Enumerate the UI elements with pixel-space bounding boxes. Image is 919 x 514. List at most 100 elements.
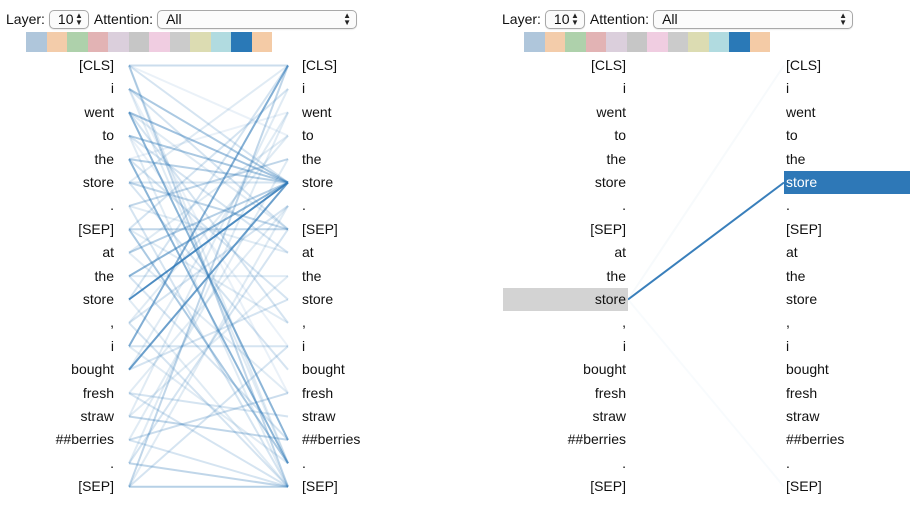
head-color-swatch[interactable] [46,32,67,52]
source-token[interactable]: i [110,80,114,97]
source-token[interactable]: the [94,150,114,167]
source-token[interactable]: i [622,337,626,354]
source-token[interactable]: i [622,80,626,97]
source-token[interactable]: the [606,267,626,284]
target-token[interactable]: store [302,174,334,190]
target-token[interactable]: [CLS] [302,57,338,73]
source-token[interactable]: bought [583,361,626,378]
source-token[interactable]: ##berries [55,431,114,448]
source-token[interactable]: store [503,288,628,311]
layer-select[interactable]: 10 ▲ ▼ [48,9,89,29]
target-token[interactable]: at [786,244,798,261]
target-token[interactable]: ##berries [302,431,361,448]
source-token[interactable]: [SEP] [590,220,626,237]
target-token[interactable]: . [786,197,790,214]
source-token[interactable]: [SEP] [78,478,114,495]
head-color-swatch[interactable] [524,32,545,52]
head-color-swatch[interactable] [190,32,211,52]
head-color-swatch[interactable] [688,32,709,52]
head-color-swatch[interactable] [210,32,231,52]
target-token[interactable]: bought [302,361,345,378]
source-token[interactable]: straw [80,408,114,424]
target-token[interactable]: . [302,197,306,214]
head-color-swatch[interactable] [708,32,729,52]
head-color-swatch[interactable] [647,32,668,52]
source-token[interactable]: store [82,291,114,307]
source-token[interactable]: , [110,314,114,331]
target-token[interactable]: i [786,337,790,354]
source-token[interactable]: i [110,337,114,354]
head-color-swatch[interactable] [251,32,272,52]
head-color-swatch[interactable] [626,32,647,52]
target-token[interactable]: . [786,454,790,471]
target-token[interactable]: to [302,127,314,144]
head-color-swatch[interactable] [26,32,47,52]
target-token[interactable]: . [302,454,306,471]
target-token[interactable]: ##berries [786,431,845,448]
target-token[interactable]: [CLS] [786,57,822,73]
source-token[interactable]: straw [592,408,626,424]
source-token[interactable]: . [622,197,626,214]
target-token[interactable]: at [302,244,314,261]
target-token[interactable]: [SEP] [786,478,822,495]
source-token[interactable]: the [94,267,114,284]
target-token[interactable]: the [786,267,806,284]
target-token[interactable]: [SEP] [302,220,338,237]
target-token[interactable]: went [302,103,332,120]
head-color-swatch[interactable] [128,32,149,52]
source-token[interactable]: . [110,454,114,471]
target-token[interactable]: to [786,127,798,144]
head-color-swatch[interactable] [108,32,129,52]
target-token[interactable]: , [302,314,306,331]
head-color-swatch[interactable] [231,32,252,52]
head-color-swatch[interactable] [169,32,190,52]
attention-select[interactable]: All ▲ ▼ [653,9,854,29]
head-color-swatch[interactable] [606,32,627,52]
source-token[interactable]: bought [71,361,114,378]
source-token[interactable]: [SEP] [590,478,626,495]
target-token[interactable]: fresh [302,384,334,401]
head-color-swatch[interactable] [87,32,108,52]
target-token[interactable]: bought [786,361,829,378]
source-token[interactable]: store [82,174,114,190]
source-token[interactable]: to [614,127,626,144]
target-token[interactable]: straw [302,408,336,424]
target-token[interactable]: store [302,291,334,307]
head-color-swatch[interactable] [565,32,586,52]
attention-select[interactable]: All ▲ ▼ [157,9,358,29]
target-token[interactable]: i [302,337,306,354]
source-token[interactable]: ##berries [567,431,626,448]
target-token[interactable]: fresh [786,384,818,401]
target-token[interactable]: store [786,291,818,307]
target-token[interactable]: went [786,103,816,120]
source-token[interactable]: the [606,150,626,167]
source-token[interactable]: went [596,103,626,120]
source-token[interactable]: at [614,244,626,261]
source-token[interactable]: fresh [594,384,626,401]
source-token[interactable]: went [84,103,114,120]
head-color-swatch[interactable] [749,32,770,52]
target-token[interactable]: , [786,314,790,331]
source-token[interactable]: . [622,454,626,471]
source-token[interactable]: [SEP] [78,220,114,237]
head-color-swatch[interactable] [729,32,750,52]
head-color-swatch[interactable] [544,32,565,52]
target-token[interactable]: store [784,171,910,194]
target-token[interactable]: the [302,150,322,167]
source-token[interactable]: fresh [82,384,114,401]
target-token[interactable]: i [302,80,306,97]
source-token[interactable]: to [102,127,114,144]
target-token[interactable]: straw [786,408,820,424]
target-token[interactable]: the [302,267,322,284]
target-token[interactable]: the [786,150,806,167]
head-color-swatch[interactable] [67,32,88,52]
head-color-swatch[interactable] [149,32,170,52]
source-token[interactable]: [CLS] [78,57,114,73]
head-color-swatch[interactable] [585,32,606,52]
source-token[interactable]: at [102,244,114,261]
layer-select[interactable]: 10 ▲ ▼ [544,9,585,29]
target-token[interactable]: i [786,80,790,97]
head-color-swatch[interactable] [667,32,688,52]
source-token[interactable]: store [594,174,626,190]
source-token[interactable]: [CLS] [590,57,626,73]
